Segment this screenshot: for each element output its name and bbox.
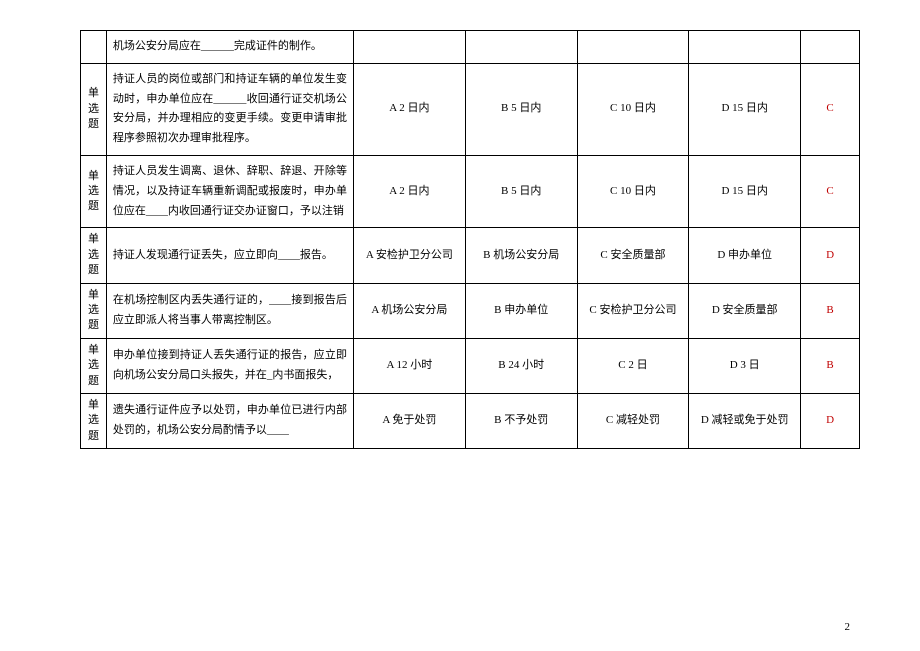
cell-opt-c: C 安全质量部 xyxy=(577,228,689,283)
cell-opt-a xyxy=(353,31,465,64)
table-row: 单选题 持证人发现通行证丢失，应立即向____报告。 A 安检护卫分公司 B 机… xyxy=(81,228,860,283)
cell-opt-d: D 减轻或免于处罚 xyxy=(689,393,801,448)
table-row: 机场公安分局应在______完成证件的制作。 xyxy=(81,31,860,64)
table-row: 单选题 遗失通行证件应予以处罚，申办单位已进行内部处罚的，机场公安分局酌情予以_… xyxy=(81,393,860,448)
cell-answer xyxy=(801,31,860,64)
cell-opt-a: A 安检护卫分公司 xyxy=(353,228,465,283)
cell-opt-a: A 机场公安分局 xyxy=(353,283,465,338)
cell-opt-b: B 不予处罚 xyxy=(465,393,577,448)
cell-answer: D xyxy=(801,228,860,283)
cell-opt-c: C 安检护卫分公司 xyxy=(577,283,689,338)
cell-answer: C xyxy=(801,63,860,155)
cell-question: 持证人员的岗位或部门和持证车辆的单位发生变动时，申办单位应在______收回通行… xyxy=(106,63,353,155)
cell-type: 单选题 xyxy=(81,155,107,227)
cell-opt-d: D 15 日内 xyxy=(689,155,801,227)
cell-question: 在机场控制区内丢失通行证的，____接到报告后应立即派人将当事人带离控制区。 xyxy=(106,283,353,338)
cell-question: 持证人员发生调离、退休、辞职、辞退、开除等情况，以及持证车辆重新调配或报废时，申… xyxy=(106,155,353,227)
cell-opt-a: A 免于处罚 xyxy=(353,393,465,448)
cell-question: 申办单位接到持证人丢失通行证的报告，应立即向机场公安分局口头报失，并在_内书面报… xyxy=(106,338,353,393)
cell-question: 持证人发现通行证丢失，应立即向____报告。 xyxy=(106,228,353,283)
cell-type: 单选题 xyxy=(81,393,107,448)
table-row: 单选题 持证人员的岗位或部门和持证车辆的单位发生变动时，申办单位应在______… xyxy=(81,63,860,155)
cell-type xyxy=(81,31,107,64)
cell-type: 单选题 xyxy=(81,338,107,393)
cell-type: 单选题 xyxy=(81,63,107,155)
cell-opt-d xyxy=(689,31,801,64)
cell-opt-d: D 安全质量部 xyxy=(689,283,801,338)
cell-opt-b: B 5 日内 xyxy=(465,63,577,155)
cell-type: 单选题 xyxy=(81,283,107,338)
cell-opt-d: D 3 日 xyxy=(689,338,801,393)
cell-opt-c: C 2 日 xyxy=(577,338,689,393)
cell-opt-d: D 申办单位 xyxy=(689,228,801,283)
cell-opt-b: B 5 日内 xyxy=(465,155,577,227)
cell-answer: C xyxy=(801,155,860,227)
cell-opt-c: C 减轻处罚 xyxy=(577,393,689,448)
cell-opt-b: B 申办单位 xyxy=(465,283,577,338)
table-row: 单选题 持证人员发生调离、退休、辞职、辞退、开除等情况，以及持证车辆重新调配或报… xyxy=(81,155,860,227)
question-table: 机场公安分局应在______完成证件的制作。 单选题 持证人员的岗位或部门和持证… xyxy=(80,30,860,449)
cell-opt-a: A 2 日内 xyxy=(353,63,465,155)
cell-opt-b xyxy=(465,31,577,64)
table-row: 单选题 在机场控制区内丢失通行证的，____接到报告后应立即派人将当事人带离控制… xyxy=(81,283,860,338)
cell-opt-c: C 10 日内 xyxy=(577,63,689,155)
table-row: 单选题 申办单位接到持证人丢失通行证的报告，应立即向机场公安分局口头报失，并在_… xyxy=(81,338,860,393)
cell-question: 机场公安分局应在______完成证件的制作。 xyxy=(106,31,353,64)
cell-opt-c: C 10 日内 xyxy=(577,155,689,227)
cell-opt-b: B 24 小时 xyxy=(465,338,577,393)
cell-type: 单选题 xyxy=(81,228,107,283)
cell-opt-a: A 12 小时 xyxy=(353,338,465,393)
cell-opt-b: B 机场公安分局 xyxy=(465,228,577,283)
cell-answer: B xyxy=(801,338,860,393)
cell-question: 遗失通行证件应予以处罚，申办单位已进行内部处罚的，机场公安分局酌情予以____ xyxy=(106,393,353,448)
cell-opt-c xyxy=(577,31,689,64)
cell-answer: D xyxy=(801,393,860,448)
cell-answer: B xyxy=(801,283,860,338)
page-number: 2 xyxy=(845,621,851,633)
cell-opt-a: A 2 日内 xyxy=(353,155,465,227)
cell-opt-d: D 15 日内 xyxy=(689,63,801,155)
